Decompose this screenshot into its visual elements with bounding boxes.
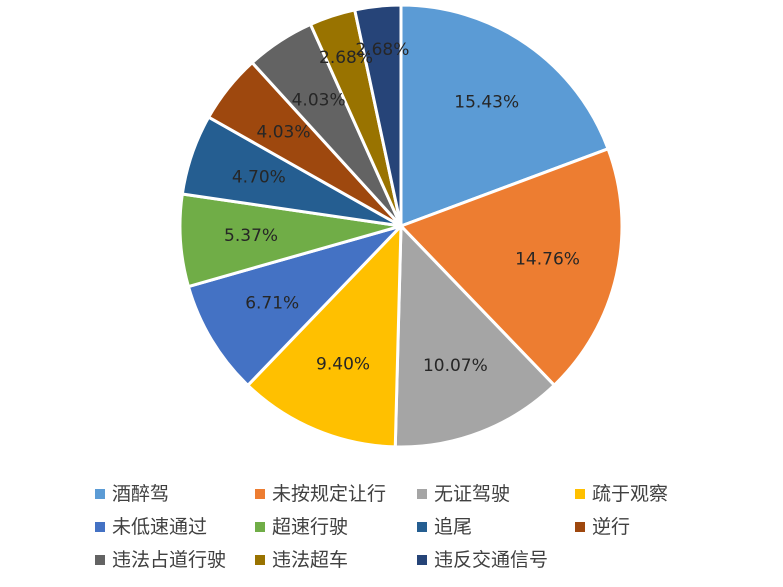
legend-swatch-4 [95,522,105,532]
legend-item-0: 酒醉驾 [95,483,169,505]
legend-label-10: 违反交通信号 [434,549,548,571]
legend-label-6: 追尾 [434,516,472,538]
pie-data-label-1: 14.76% [515,249,580,269]
legend-swatch-3 [575,489,585,499]
pie-data-label-10: 2.68% [355,40,409,60]
legend-item-7: 逆行 [575,516,630,538]
pie-data-labels: 15.43% 14.76% 10.07% 9.40% 6.71% 5.37% 4.70% 4.… [224,40,580,376]
legend-label-7: 逆行 [592,516,630,538]
legend-item-1: 未按规定让行 [255,483,386,505]
legend-swatch-8 [95,555,105,565]
pie-slice-2 [393,224,556,449]
pie-slice-1 [399,147,624,387]
pie-slice-0 [399,3,610,228]
pie-data-label-2: 10.07% [423,356,488,376]
legend-item-9: 违法超车 [255,549,348,571]
legend-item-2: 无证驾驶 [417,483,510,505]
pie-data-label-0: 15.43% [454,93,519,113]
legend-label-2: 无证驾驶 [434,483,510,505]
legend-swatch-9 [255,555,265,565]
legend-swatch-1 [255,489,265,499]
legend-item-5: 超速行驶 [255,516,348,538]
legend-label-0: 酒醉驾 [112,483,169,505]
pie-slice-10 [353,3,403,228]
legend-item-4: 未低速通过 [95,516,207,538]
legend-swatch-10 [417,555,427,565]
legend-swatch-2 [417,489,427,499]
pie-data-label-6: 4.70% [232,167,286,187]
pie-data-label-4: 6.71% [245,293,299,313]
pie-slice-4 [186,224,403,387]
legend-label-9: 违法超车 [272,549,348,571]
legend-swatch-5 [255,522,265,532]
legend-item-3: 疏于观察 [575,483,668,505]
pie-slices [178,3,624,449]
legend-item-8: 违法占道行驶 [95,549,226,571]
legend-swatch-0 [95,489,105,499]
legend-label-1: 未按规定让行 [272,483,386,505]
legend-label-8: 违法占道行驶 [112,549,226,571]
legend-swatch-6 [417,522,427,532]
legend-swatch-7 [575,522,585,532]
legend-label-3: 疏于观察 [592,483,668,505]
legend-label-5: 超速行驶 [272,516,348,538]
legend-label-4: 未低速通过 [112,516,207,538]
pie-data-label-5: 5.37% [224,226,278,246]
pie-data-label-3: 9.40% [316,355,370,375]
pie-data-label-9: 2.68% [319,48,373,68]
legend-item-10: 违反交通信号 [417,549,548,571]
pie-data-label-7: 4.03% [257,122,311,142]
legend-item-6: 追尾 [417,516,472,538]
pie-slice-3 [246,224,403,449]
pie-data-label-8: 4.03% [292,90,346,110]
